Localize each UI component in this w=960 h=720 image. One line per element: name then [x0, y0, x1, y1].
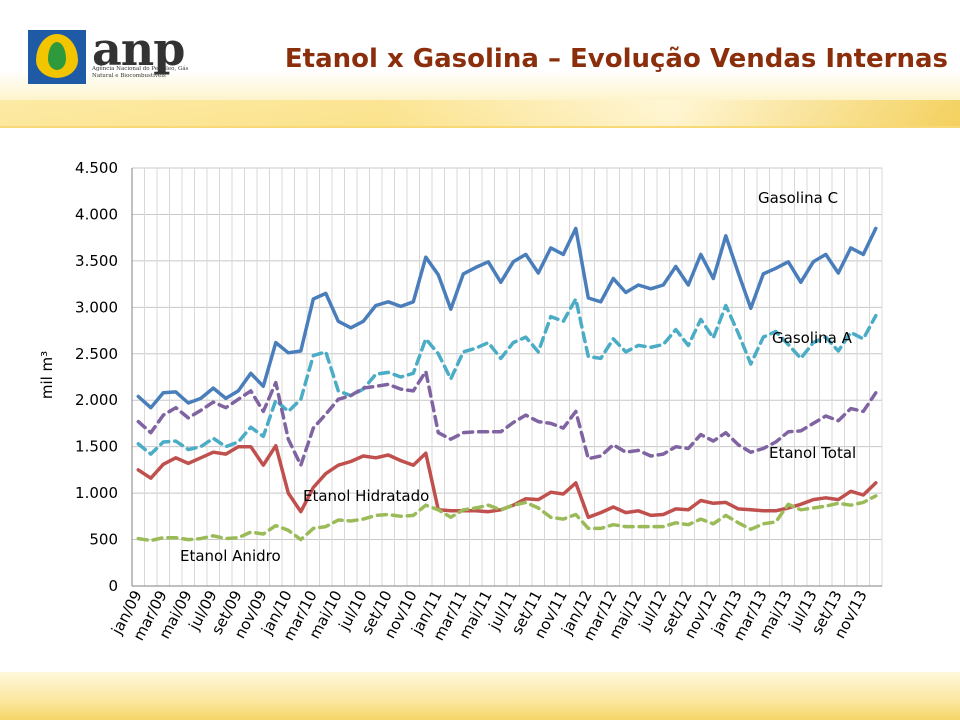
- series-line-gasolina-a: [136, 297, 878, 456]
- chart-axes: 0 500 1.000 1.500 2.000 2.500 3.000 3.500 4.000 4…: [38, 159, 882, 644]
- y-tick-label: 0: [108, 577, 118, 595]
- series-label: Etanol Total: [769, 444, 856, 462]
- series-label: Etanol Anidro: [180, 547, 281, 565]
- page-title: Etanol x Gasolina – Evolução Vendas Inte…: [284, 44, 948, 74]
- logo-name: anp: [92, 22, 185, 76]
- y-tick-label: 1.000: [75, 484, 118, 502]
- y-tick-label: 2.000: [75, 391, 118, 409]
- series-label: Gasolina A: [772, 329, 853, 347]
- series-label: Gasolina C: [758, 189, 838, 207]
- logo-subtitle: Agência Nacional do Petróleo, Gás Natura…: [92, 66, 189, 79]
- y-tick-label: 1.500: [75, 438, 118, 456]
- series-line-gasolina-c: [136, 226, 878, 410]
- logo-drop-inner-icon: [48, 42, 66, 70]
- footer-band: [0, 672, 960, 720]
- chart-labels: Gasolina C Gasolina A Etanol Total Etanol H…: [180, 189, 856, 565]
- y-tick-label: 3.500: [75, 252, 118, 270]
- header-stripe: [0, 100, 960, 126]
- y-tick-label: 2.500: [75, 345, 118, 363]
- series-label: Etanol Hidratado: [303, 487, 429, 505]
- y-tick-label: 4.000: [75, 205, 118, 223]
- y-axis-label: mil m³: [38, 351, 56, 399]
- y-tick-label: 500: [89, 531, 118, 549]
- y-tick-label: 4.500: [75, 159, 118, 177]
- chart-grid: [131, 167, 883, 587]
- chart-series: [136, 226, 878, 543]
- series-line-etanol-total: [136, 369, 878, 467]
- y-tick-label: 3.000: [75, 298, 118, 316]
- series-line-etanol-anidro: [136, 494, 878, 543]
